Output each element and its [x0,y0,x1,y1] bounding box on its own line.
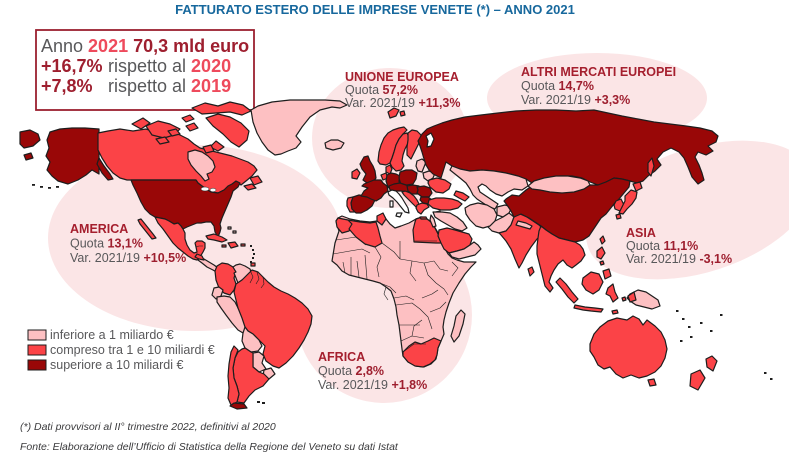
svg-text:Quota 57,2%: Quota 57,2% [345,83,418,97]
svg-text:Quota 14,7%: Quota 14,7% [521,79,594,93]
svg-text:Anno 2021 70,3 mld euro: Anno 2021 70,3 mld euro [41,36,249,56]
svg-text:Var. 2021/19 +3,3%: Var. 2021/19 +3,3% [521,93,630,107]
svg-text:Quota 2,8%: Quota 2,8% [318,364,384,378]
svg-text:superiore a 10 miliardi €: superiore a 10 miliardi € [50,358,183,372]
svg-text:Var. 2021/19 +1,8%: Var. 2021/19 +1,8% [318,378,427,392]
svg-text:AMERICA: AMERICA [70,222,128,236]
svg-text:Fonte: Elaborazione dell’Uffic: Fonte: Elaborazione dell’Ufficio di Stat… [20,441,399,453]
svg-text:FATTURATO ESTERO DELLE IMPRESE: FATTURATO ESTERO DELLE IMPRESE VENETE (*… [175,2,575,17]
svg-text:+7,8%: +7,8% [41,76,93,96]
svg-text:inferiore a 1 miliardo €: inferiore a 1 miliardo € [50,328,174,342]
svg-text:Quota 13,1%: Quota 13,1% [70,237,143,251]
svg-text:AFRICA: AFRICA [318,350,365,364]
svg-text:compreso tra 1 e 10 miliardi €: compreso tra 1 e 10 miliardi € [50,343,215,357]
svg-text:ALTRI MERCATI EUROPEI: ALTRI MERCATI EUROPEI [521,65,676,79]
svg-text:Quota 11,1%: Quota 11,1% [626,239,698,253]
svg-text:UNIONE EUROPEA: UNIONE EUROPEA [345,70,459,84]
svg-text:ASIA: ASIA [626,226,656,240]
svg-text:Var. 2021/19 +11,3%: Var. 2021/19 +11,3% [345,96,461,110]
svg-text:Var. 2021/19 +10,5%: Var. 2021/19 +10,5% [70,251,186,265]
svg-text:rispetto al 2020: rispetto al 2020 [108,56,231,76]
svg-text:Var. 2021/19 -3,1%: Var. 2021/19 -3,1% [626,252,732,266]
svg-text:+16,7%: +16,7% [41,56,103,76]
svg-text:(*) Dati provvisori al II° tri: (*) Dati provvisori al II° trimestre 202… [20,421,276,433]
svg-text:rispetto al 2019: rispetto al 2019 [108,76,231,96]
